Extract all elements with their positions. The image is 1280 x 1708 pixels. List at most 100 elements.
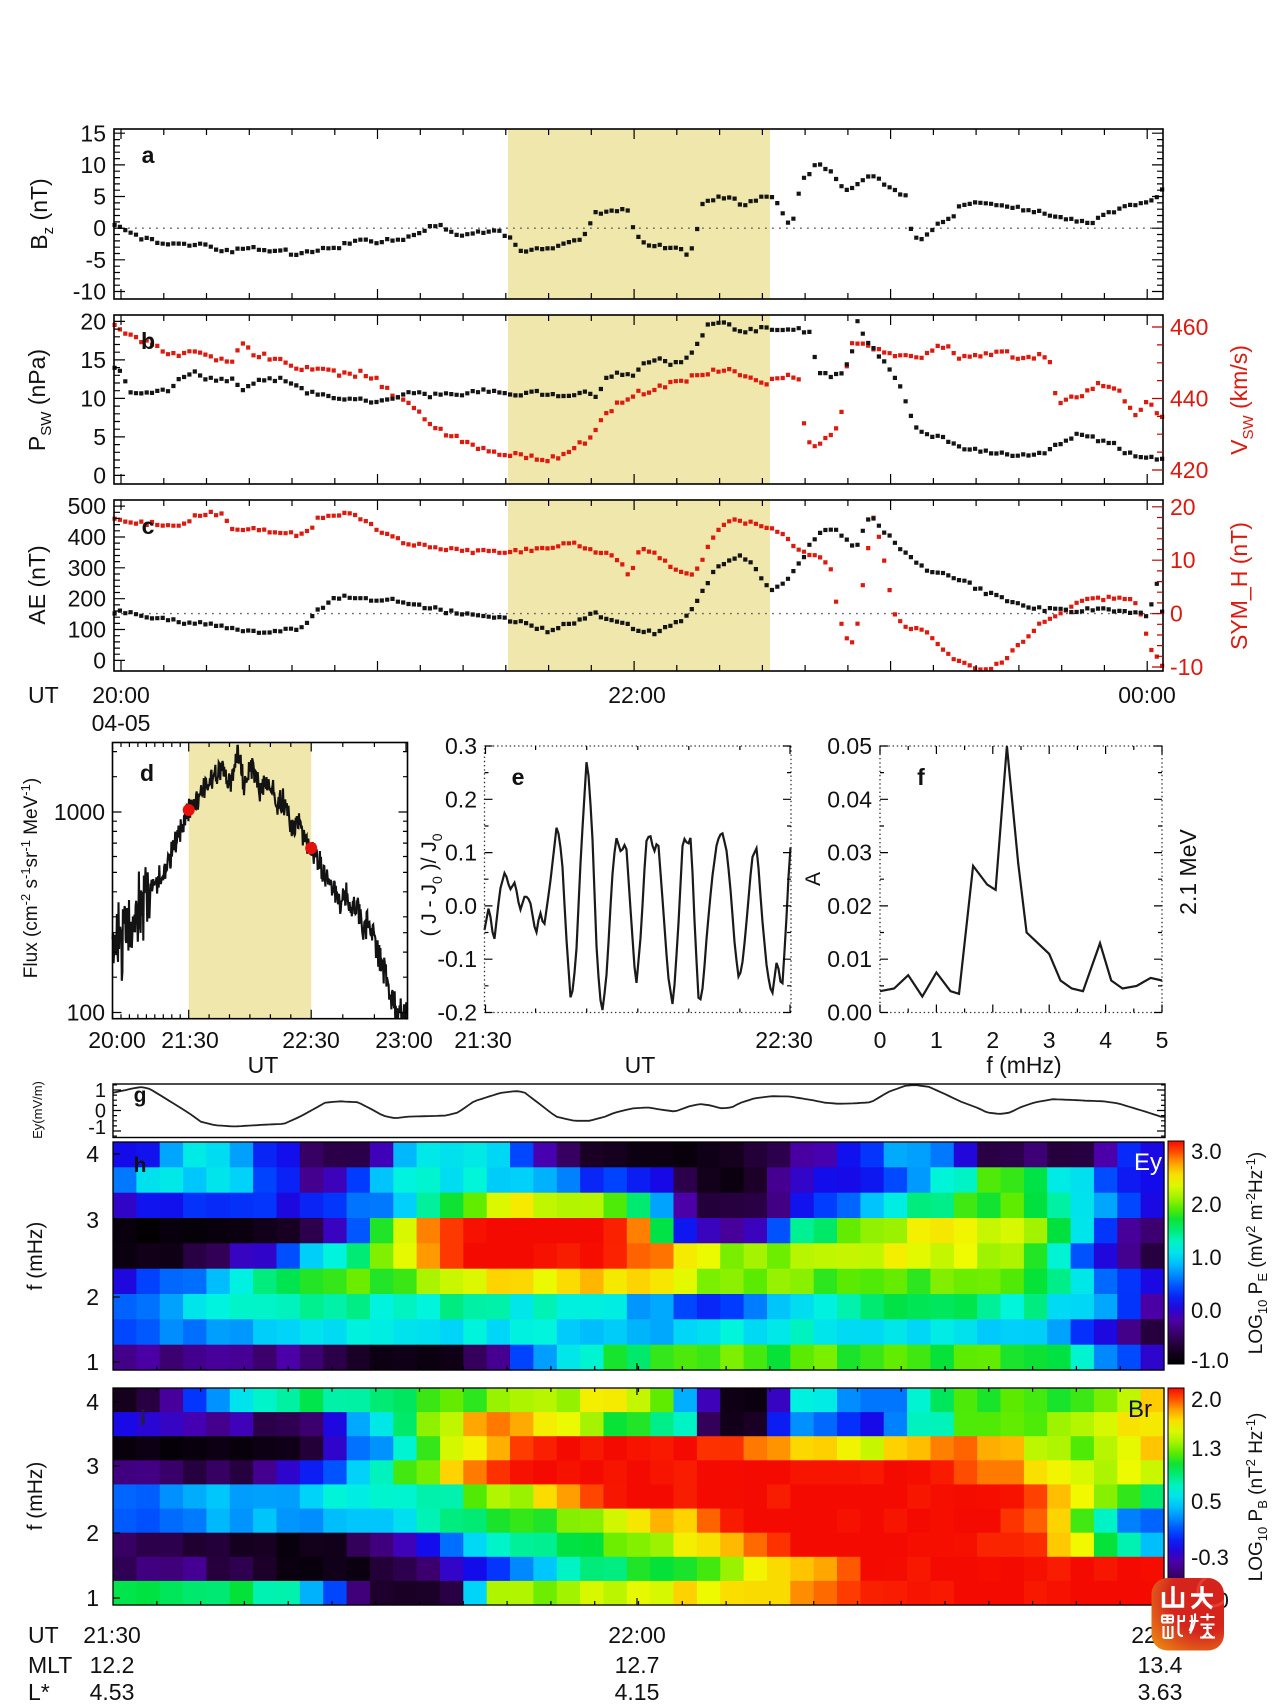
svg-text:5: 5: [93, 184, 106, 210]
svg-text:10: 10: [80, 385, 106, 411]
svg-text:1: 1: [930, 1027, 943, 1053]
svg-text:0: 0: [874, 1027, 887, 1053]
svg-text:420: 420: [1170, 457, 1208, 483]
svg-text:0.2: 0.2: [445, 786, 477, 812]
svg-text:LOG10 PB (nT2 Hz-1): LOG10 PB (nT2 Hz-1): [1243, 1413, 1270, 1582]
svg-text:f (mHz): f (mHz): [24, 1222, 47, 1291]
svg-text:15: 15: [80, 347, 106, 373]
svg-text:0: 0: [1170, 601, 1183, 627]
svg-text:200: 200: [68, 586, 106, 612]
svg-text:Br: Br: [1128, 1396, 1152, 1423]
svg-text:20:00: 20:00: [88, 1027, 146, 1053]
svg-text:a: a: [142, 142, 155, 168]
svg-text:20: 20: [1170, 494, 1196, 520]
svg-text:0.0: 0.0: [445, 893, 477, 919]
svg-text:3: 3: [1043, 1027, 1056, 1053]
svg-text:UT: UT: [28, 1622, 59, 1648]
svg-text:4: 4: [1099, 1027, 1112, 1053]
svg-text:0.04: 0.04: [827, 786, 872, 812]
svg-text:2: 2: [86, 1284, 99, 1310]
svg-text:MLT: MLT: [28, 1652, 72, 1678]
svg-text:UT: UT: [625, 1052, 656, 1078]
svg-text:AE (nT): AE (nT): [24, 545, 50, 624]
svg-text:400: 400: [68, 524, 106, 550]
svg-text:21:30: 21:30: [161, 1027, 219, 1053]
svg-text:0.1: 0.1: [445, 840, 477, 866]
svg-text:440: 440: [1170, 386, 1208, 412]
svg-text:100: 100: [68, 617, 106, 643]
svg-text:h: h: [134, 1154, 147, 1177]
svg-text:10: 10: [1170, 547, 1196, 573]
svg-text:Ey: Ey: [1134, 1149, 1162, 1176]
svg-text:5: 5: [1156, 1027, 1169, 1053]
svg-text:22:00: 22:00: [608, 682, 666, 708]
svg-text:-0.1: -0.1: [437, 946, 477, 972]
svg-text:5: 5: [93, 424, 106, 450]
svg-text:4: 4: [86, 1141, 99, 1167]
svg-text:A: A: [802, 872, 825, 886]
svg-text:4.15: 4.15: [615, 1679, 660, 1705]
svg-text:23:00: 23:00: [375, 1027, 433, 1053]
svg-text:f: f: [917, 764, 925, 790]
svg-text:-10: -10: [1170, 654, 1203, 680]
svg-text:0.02: 0.02: [827, 893, 872, 919]
svg-text:0: 0: [93, 462, 106, 488]
svg-text:f (mHz): f (mHz): [24, 1462, 47, 1531]
svg-text:2.1 MeV: 2.1 MeV: [1175, 829, 1201, 915]
svg-text:L*: L*: [28, 1679, 50, 1705]
svg-text:1: 1: [86, 1349, 99, 1375]
svg-text:-10: -10: [73, 279, 106, 305]
svg-text:0: 0: [95, 1101, 106, 1123]
svg-text:g: g: [134, 1084, 147, 1107]
svg-text:0.05: 0.05: [827, 733, 872, 759]
svg-text:e: e: [512, 764, 525, 790]
svg-text:13.4: 13.4: [1138, 1652, 1183, 1678]
svg-text:20:00: 20:00: [92, 682, 150, 708]
svg-text:12.7: 12.7: [615, 1652, 660, 1678]
svg-text:Ey(mV/m): Ey(mV/m): [30, 1081, 45, 1139]
svg-text:500: 500: [68, 493, 106, 519]
svg-text:0.01: 0.01: [827, 946, 872, 972]
svg-text:22:30: 22:30: [755, 1027, 813, 1053]
svg-text:UT: UT: [248, 1052, 279, 1078]
svg-text:UT: UT: [28, 682, 59, 708]
svg-text:PSW (nPa): PSW (nPa): [24, 349, 55, 451]
svg-text:2.0: 2.0: [1191, 1387, 1222, 1412]
svg-text:21:30: 21:30: [454, 1027, 512, 1053]
svg-text:20: 20: [80, 308, 106, 334]
svg-text:0.0: 0.0: [1191, 1298, 1222, 1323]
svg-text:4.53: 4.53: [90, 1679, 135, 1705]
svg-text:0.5: 0.5: [1191, 1489, 1222, 1514]
svg-text:f (mHz): f (mHz): [986, 1052, 1061, 1078]
svg-text:1000: 1000: [54, 799, 105, 825]
svg-text:4: 4: [86, 1389, 99, 1415]
svg-text:-0.2: -0.2: [437, 1000, 477, 1026]
svg-text:2.0: 2.0: [1191, 1192, 1222, 1217]
svg-text:1: 1: [86, 1585, 99, 1611]
svg-text:Flux (cm-2 s-1sr-1 MeV-1): Flux (cm-2 s-1sr-1 MeV-1): [18, 778, 42, 978]
svg-text:0: 0: [93, 647, 106, 673]
svg-text:c: c: [142, 513, 155, 539]
svg-text:0.03: 0.03: [827, 840, 872, 866]
svg-text:2: 2: [986, 1027, 999, 1053]
svg-text:21:30: 21:30: [83, 1622, 141, 1648]
svg-text:d: d: [140, 760, 154, 786]
svg-text:0: 0: [93, 215, 106, 241]
svg-text:1: 1: [95, 1080, 106, 1102]
svg-text:2: 2: [86, 1520, 99, 1546]
svg-text:0.3: 0.3: [445, 733, 477, 759]
svg-text:b: b: [141, 328, 155, 354]
svg-text:-1: -1: [88, 1117, 106, 1139]
svg-text:460: 460: [1170, 314, 1208, 340]
svg-text:12.2: 12.2: [90, 1652, 135, 1678]
svg-text:3.0: 3.0: [1191, 1139, 1222, 1164]
svg-text:( J - J0 )/ J0: ( J - J0 )/ J0: [418, 833, 445, 936]
svg-text:15: 15: [80, 120, 106, 146]
svg-text:-0.3: -0.3: [1191, 1545, 1229, 1570]
svg-text:1.3: 1.3: [1191, 1436, 1222, 1461]
svg-text:-1.0: -1.0: [1191, 1348, 1229, 1373]
svg-text:-5: -5: [86, 247, 106, 273]
svg-text:VSW (km/s): VSW (km/s): [1226, 345, 1257, 455]
svg-text:SYM_H (nT): SYM_H (nT): [1226, 522, 1252, 650]
svg-text:04-05: 04-05: [92, 710, 151, 736]
